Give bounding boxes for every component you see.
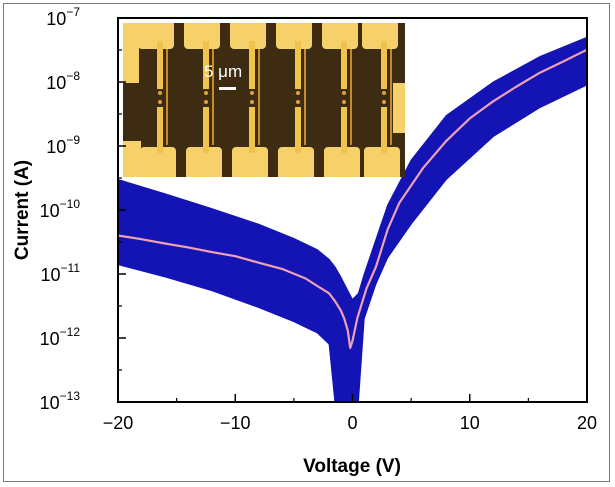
thin-lead xyxy=(258,49,260,145)
y-axis-label: Current (A) xyxy=(12,160,33,260)
mean-point xyxy=(211,251,213,253)
bottom-pad xyxy=(278,147,314,177)
scale-bar xyxy=(219,87,236,90)
top-pad xyxy=(138,23,174,49)
mean-point xyxy=(234,255,237,257)
data-layer xyxy=(118,36,587,402)
top-pad xyxy=(322,23,358,49)
electrode-line xyxy=(341,107,347,153)
channel-dot xyxy=(296,91,300,95)
axis-tick-labels: −20 −10 0 10 20 10−13 10−12 10−11 10−10 10−9 10−8 1… xyxy=(40,5,597,433)
bottom-pad xyxy=(364,147,400,177)
mean-point xyxy=(316,285,319,287)
channel-dot xyxy=(342,100,346,104)
electrode-line xyxy=(249,107,255,153)
top-pad xyxy=(276,23,312,49)
mean-point xyxy=(257,261,260,264)
mean-point xyxy=(349,347,352,349)
channel-dot xyxy=(342,91,346,95)
mean-point xyxy=(328,292,330,295)
mean-point xyxy=(469,117,471,120)
electrode-line xyxy=(381,41,387,89)
mean-point xyxy=(492,100,495,103)
mean-point xyxy=(398,201,401,204)
x-tick-label: 10 xyxy=(460,413,480,433)
channel-dot xyxy=(296,100,300,104)
y-tick-label: 10−9 xyxy=(46,133,80,157)
electrode-line xyxy=(157,107,163,153)
mean-point xyxy=(422,167,424,169)
mean-point xyxy=(347,329,349,332)
electrode-line xyxy=(381,107,387,153)
mean-point xyxy=(361,302,363,305)
y-tick-label: 10−13 xyxy=(40,389,81,413)
mean-point xyxy=(343,317,346,320)
side-pad xyxy=(123,23,139,83)
thin-lead xyxy=(212,49,214,145)
mean-point xyxy=(445,140,448,142)
inset-electrodes xyxy=(123,23,405,177)
side-pad xyxy=(393,83,405,133)
scale-bar-label: 5 μm xyxy=(204,62,242,81)
thin-lead xyxy=(390,49,392,145)
mean-point xyxy=(164,242,166,245)
top-pad xyxy=(230,23,266,49)
channel-dot xyxy=(158,100,162,104)
y-tick-label: 10−8 xyxy=(46,69,80,93)
mean-point xyxy=(562,60,565,63)
x-tick-label: 20 xyxy=(577,413,597,433)
mean-point xyxy=(340,309,342,312)
electrode-line xyxy=(295,41,301,89)
y-tick-label: 10−12 xyxy=(40,325,81,349)
bottom-pad xyxy=(232,147,268,177)
electrode-line xyxy=(295,107,301,153)
mean-point xyxy=(356,317,359,320)
electrode-line xyxy=(249,41,255,89)
x-tick-label: −10 xyxy=(220,413,251,433)
electrode-line xyxy=(203,41,209,89)
top-pad xyxy=(184,23,220,49)
figure-frame xyxy=(3,3,610,482)
electrode-line xyxy=(341,41,347,89)
mean-point xyxy=(365,287,368,290)
y-tick-label: 10−10 xyxy=(40,197,81,221)
thin-lead xyxy=(166,49,168,145)
channel-dot xyxy=(250,100,254,104)
bottom-pad xyxy=(324,147,360,177)
x-axis-label: Voltage (V) xyxy=(303,456,401,477)
mean-point xyxy=(304,277,307,280)
bottom-pad xyxy=(186,147,222,177)
axis-ticks xyxy=(117,17,588,403)
mean-point xyxy=(386,228,389,231)
side-pad xyxy=(123,141,141,177)
electrode-line xyxy=(203,107,209,153)
top-pad xyxy=(362,23,398,49)
x-tick-label: 0 xyxy=(347,413,357,433)
channel-dot xyxy=(250,91,254,95)
bottom-pad xyxy=(140,147,176,177)
inset-micrograph: 5 μm xyxy=(123,23,405,177)
series-spread-band xyxy=(118,36,587,402)
thin-lead xyxy=(304,49,306,145)
mean-point xyxy=(187,246,190,249)
channel-dot xyxy=(158,91,162,95)
mean-point xyxy=(351,340,354,342)
electrode-line xyxy=(157,41,163,89)
y-tick-label: 10−7 xyxy=(46,5,80,29)
y-tick-label: 10−11 xyxy=(41,261,81,285)
channel-dot xyxy=(382,100,386,104)
mean-point xyxy=(281,268,283,270)
channel-dot xyxy=(204,100,208,104)
x-tick-label: −20 xyxy=(103,413,134,433)
mean-point xyxy=(375,265,377,268)
mean-point xyxy=(140,238,143,240)
mean-point xyxy=(334,300,336,302)
channel-dot xyxy=(382,91,386,95)
thin-lead xyxy=(350,49,352,145)
channel-dot xyxy=(204,91,208,95)
mean-point xyxy=(515,85,518,88)
mean-point xyxy=(539,71,541,74)
